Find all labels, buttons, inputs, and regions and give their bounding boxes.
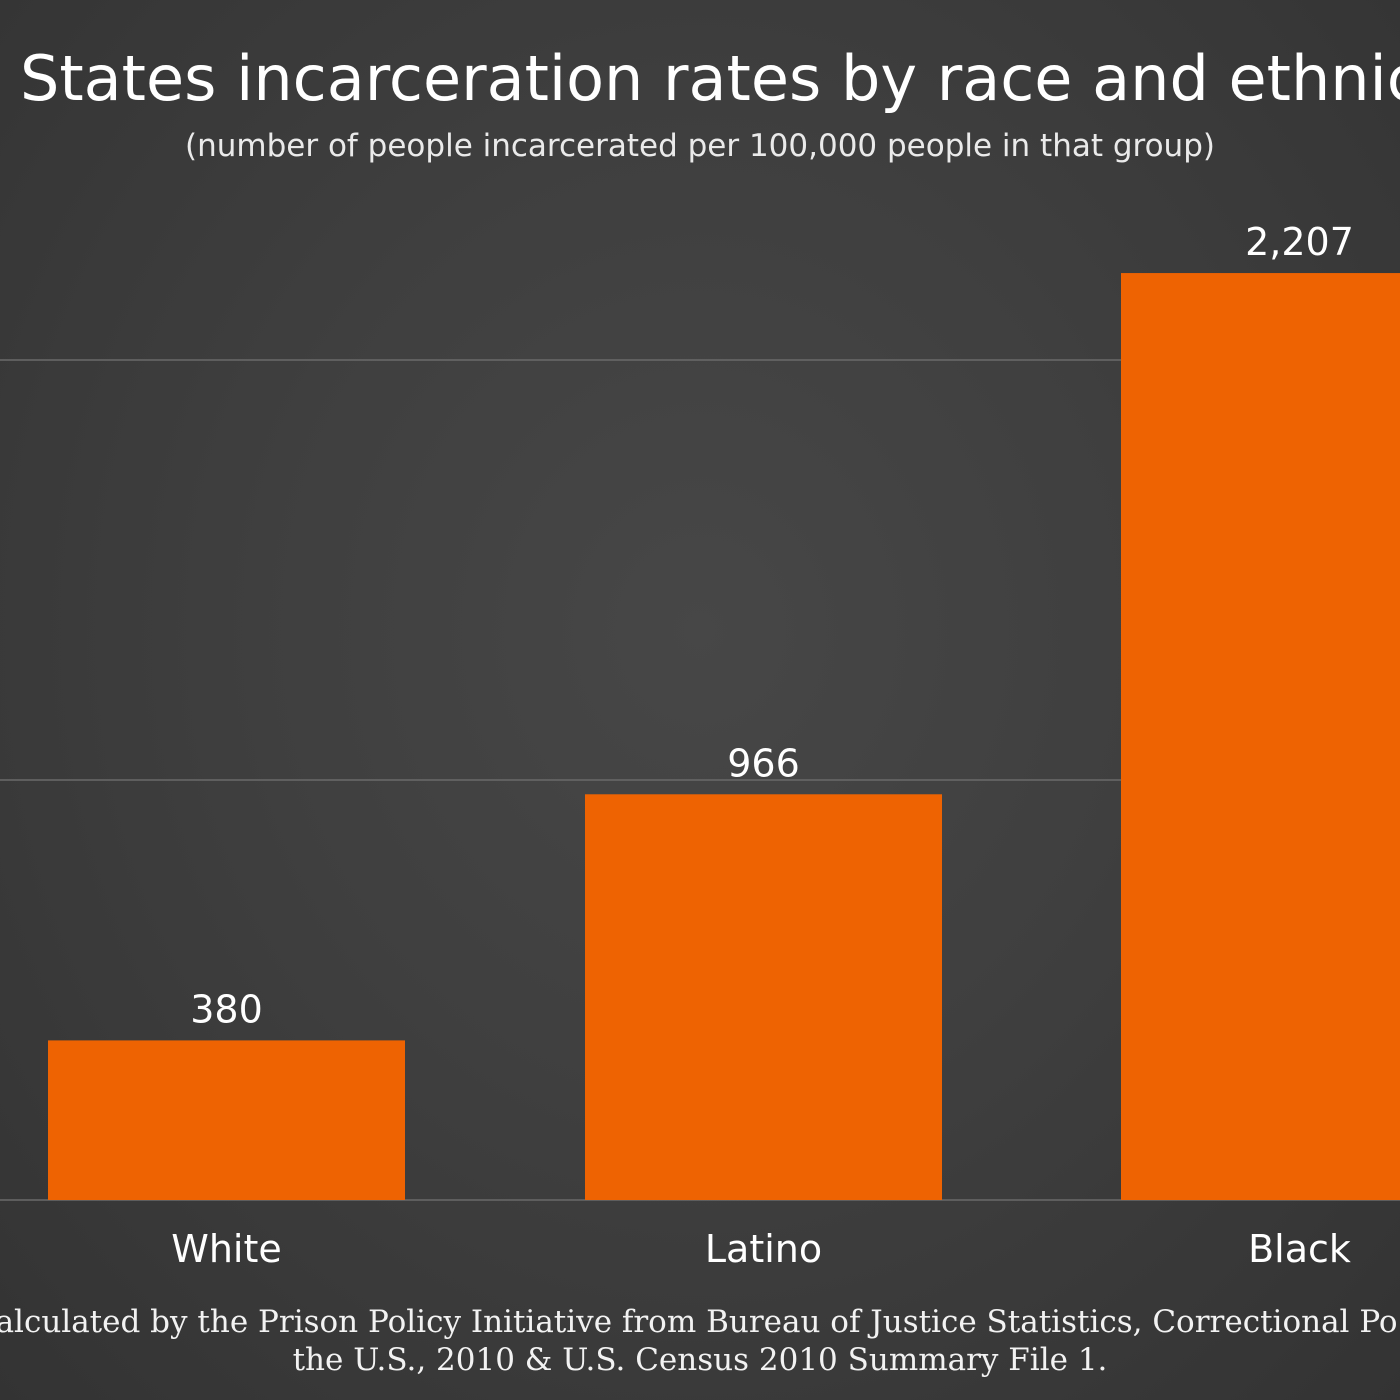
category-labels: White Latino Black [171,1227,1351,1271]
bar-latino [585,794,942,1200]
value-label-black: 2,207 [1245,220,1354,264]
value-labels: 380 966 2,207 [190,220,1354,1031]
category-label-white: White [171,1227,282,1271]
chart-title: States incarceration rates by race and e… [20,42,1400,115]
bars [48,273,1400,1200]
source-line-2: the U.S., 2010 & U.S. Census 2010 Summar… [292,1342,1108,1378]
category-label-black: Black [1248,1227,1351,1271]
source-note: ource: Calculated by the Prison Policy I… [0,1303,1400,1379]
bar-black [1121,273,1400,1200]
chart-subtitle: (number of people incarcerated per 100,0… [185,128,1215,164]
source-line-1: ource: Calculated by the Prison Policy I… [0,1304,1398,1340]
bar-white [48,1040,405,1200]
value-label-white: 380 [190,987,263,1031]
category-label-latino: Latino [705,1227,822,1271]
value-label-latino: 966 [727,741,800,785]
